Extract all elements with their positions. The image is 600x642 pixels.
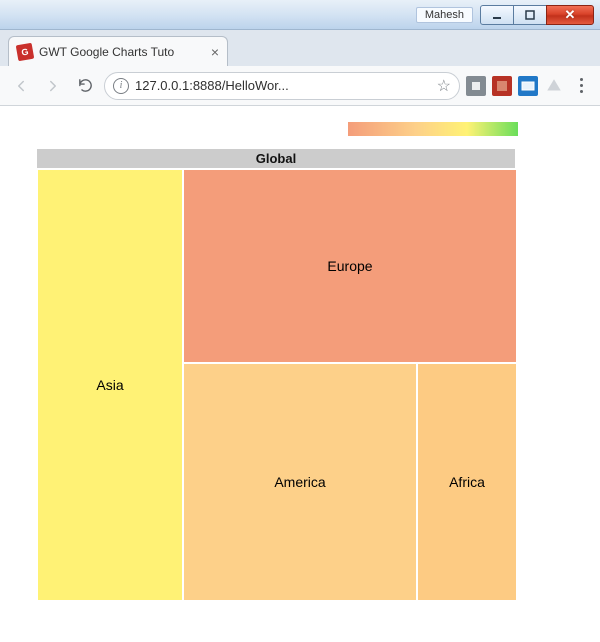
extension-icon-1[interactable] [466,76,486,96]
tab-favicon: G [16,42,35,61]
treemap-node[interactable]: Africa [417,363,517,601]
url-text: 127.0.0.1:8888/HelloWor... [135,78,431,93]
browser-tab-strip: G GWT Google Charts Tuto × [0,30,600,66]
back-button[interactable] [8,73,34,99]
tab-title: GWT Google Charts Tuto [39,45,205,59]
browser-tab[interactable]: G GWT Google Charts Tuto × [8,36,228,66]
window-minimize-button[interactable] [480,5,514,25]
extension-icon-4[interactable] [544,76,564,96]
extension-icon-2[interactable] [492,76,512,96]
treemap-node[interactable]: Asia [37,169,183,601]
treemap-chart[interactable]: Global AsiaEuropeAmericaAfrica [36,148,516,600]
window-titlebar: Mahesh ✕ [0,0,600,30]
browser-menu-button[interactable] [570,78,592,93]
treemap-node[interactable]: Europe [183,169,517,363]
tab-close-icon[interactable]: × [211,45,219,59]
user-badge: Mahesh [416,7,473,23]
forward-button[interactable] [40,73,66,99]
extension-icon-3[interactable] [518,76,538,96]
window-maximize-button[interactable] [513,5,547,25]
page-viewport: Global AsiaEuropeAmericaAfrica [0,106,600,642]
reload-button[interactable] [72,73,98,99]
address-bar[interactable]: i 127.0.0.1:8888/HelloWor... ☆ [104,72,460,100]
treemap-node[interactable]: America [183,363,417,601]
bookmark-star-icon[interactable]: ☆ [437,76,451,96]
browser-toolbar: i 127.0.0.1:8888/HelloWor... ☆ [0,66,600,106]
window-close-button[interactable]: ✕ [546,5,594,25]
legend-gradient [348,122,518,136]
treemap-legend [348,122,518,136]
site-info-icon[interactable]: i [113,78,129,94]
treemap-body: AsiaEuropeAmericaAfrica [37,169,515,601]
treemap-header[interactable]: Global [37,149,515,169]
